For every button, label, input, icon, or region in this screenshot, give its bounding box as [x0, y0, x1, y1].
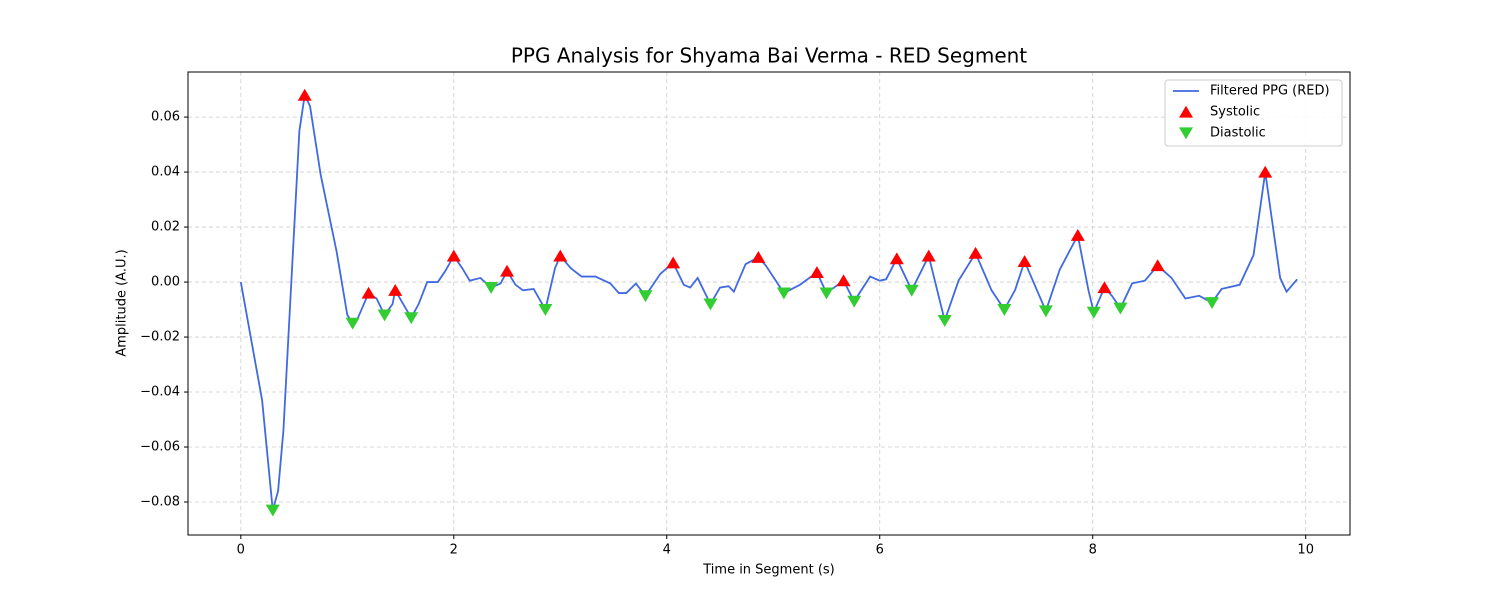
diastolic-marker	[1086, 306, 1101, 319]
systolic-marker	[500, 264, 515, 277]
y-tick-label: −0.06	[140, 440, 180, 455]
y-tick-label: 0.00	[151, 275, 180, 290]
y-tick-label: −0.08	[140, 495, 180, 510]
y-axis-label: Amplitude (A.U.)	[115, 249, 130, 356]
legend-box	[1164, 79, 1343, 147]
systolic-marker	[1070, 229, 1085, 241]
diastolic-marker	[538, 303, 553, 316]
systolic-marker	[388, 284, 403, 296]
systolic-marker	[666, 256, 681, 269]
x-tick-label: 4	[663, 543, 671, 558]
chart-title: PPG Analysis for Shyama Bai Verma - RED …	[511, 44, 1027, 68]
y-tick-label: −0.02	[140, 330, 180, 345]
y-tick-label: 0.04	[151, 165, 180, 180]
legend: Filtered PPG (RED) Systolic Diastolic	[1164, 79, 1343, 147]
systolic-marker	[361, 286, 376, 299]
diastolic-marker	[847, 295, 862, 308]
systolic-marker	[1258, 165, 1273, 178]
diastolic-marker	[819, 287, 834, 300]
diastolic-marker	[703, 298, 718, 311]
systolic-marker	[1150, 259, 1165, 272]
y-tick-label: 0.06	[151, 110, 180, 125]
systolic-marker	[889, 252, 904, 265]
x-tick-label: 10	[1297, 543, 1314, 558]
legend-label: Filtered PPG (RED)	[1210, 84, 1330, 99]
systolic-marker	[751, 251, 766, 263]
systolic-marker	[968, 246, 983, 259]
diastolic-marker	[776, 287, 791, 300]
diastolic-marker	[1038, 305, 1053, 318]
systolic-marker	[836, 274, 851, 287]
diastolic-marker	[484, 281, 499, 294]
x-tick-label: 6	[876, 543, 884, 558]
y-tick-label: 0.02	[151, 220, 180, 235]
diastolic-marker	[265, 504, 280, 517]
diastolic-marker	[377, 309, 392, 322]
x-tick-label: 2	[450, 543, 458, 558]
systolic-marker	[297, 88, 312, 101]
systolic-marker	[1097, 281, 1112, 294]
systolic-marker	[553, 249, 568, 262]
legend-label: Systolic	[1210, 105, 1260, 120]
systolic-marker	[1017, 255, 1032, 268]
legend-swatch	[1179, 105, 1193, 118]
axes-frame	[187, 71, 1351, 536]
plot-area	[239, 88, 1298, 517]
systolic-marker	[809, 266, 824, 279]
x-axis-label: Time in Segment (s)	[702, 563, 834, 578]
x-tick-label: 8	[1089, 543, 1097, 558]
grid	[188, 72, 1350, 535]
diastolic-marker	[1113, 302, 1128, 315]
legend-label: Diastolic	[1210, 126, 1266, 141]
diastolic-marker	[904, 284, 919, 297]
diastolic-marker	[345, 317, 360, 330]
systolic-marker	[446, 249, 461, 262]
diastolic-marker	[638, 290, 653, 303]
diastolic-marker	[404, 312, 419, 325]
diastolic-marker	[1204, 297, 1219, 309]
systolic-marker	[921, 249, 936, 262]
x-tick-label: 0	[237, 543, 245, 558]
legend-swatch	[1179, 127, 1193, 140]
diastolic-marker	[937, 314, 952, 327]
y-tick-label: −0.04	[140, 385, 180, 400]
diastolic-marker	[997, 303, 1012, 316]
